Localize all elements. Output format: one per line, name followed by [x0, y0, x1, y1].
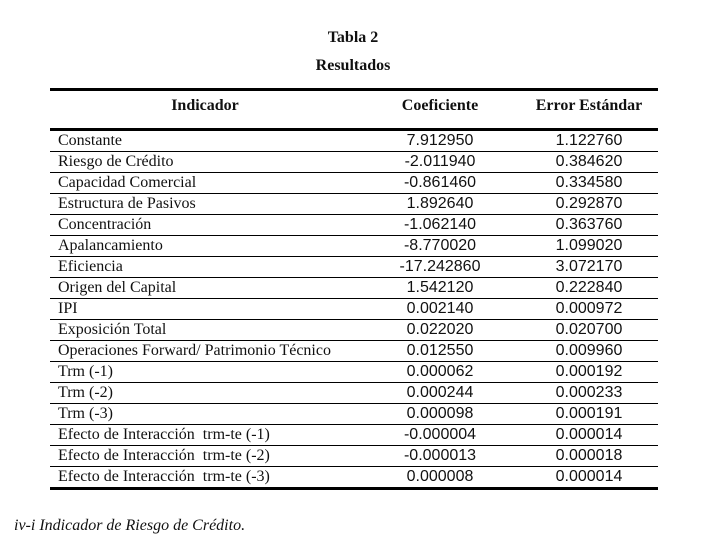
cell-indicador: Capacidad Comercial [50, 172, 360, 194]
cell-indicador: Apalancamiento [50, 235, 360, 257]
table-row: Riesgo de Crédito -2.011940 0.384620 [50, 151, 658, 173]
cell-indicador: Eficiencia [50, 256, 360, 278]
cell-error-estandar: 0.292870 [520, 193, 658, 215]
cell-error-estandar: 0.334580 [520, 172, 658, 194]
cell-error-estandar: 0.222840 [520, 277, 658, 299]
cell-indicador: Concentración [50, 214, 360, 236]
header-row: Indicador Coeficiente Error Estándar [50, 89, 658, 131]
table-row: IPI 0.002140 0.000972 [50, 298, 658, 320]
cell-coeficiente: 0.000098 [360, 403, 520, 425]
cell-coeficiente: 0.000008 [360, 466, 520, 490]
footnote: iv-i Indicador de Riesgo de Crédito. [14, 517, 246, 534]
table-row: Estructura de Pasivos 1.892640 0.292870 [50, 193, 658, 215]
cell-indicador: Efecto de Interacción trm-te (-3) [50, 466, 360, 490]
cell-error-estandar: 3.072170 [520, 256, 658, 278]
cell-error-estandar: 0.000014 [520, 424, 658, 446]
cell-error-estandar: 1.099020 [520, 235, 658, 257]
cell-indicador: Riesgo de Crédito [50, 151, 360, 173]
cell-coeficiente: -17.242860 [360, 256, 520, 278]
cell-indicador: Constante [50, 129, 360, 152]
cell-error-estandar: 0.009960 [520, 340, 658, 362]
cell-error-estandar: 0.000972 [520, 298, 658, 320]
column-header-error-estandar: Error Estándar [520, 89, 658, 131]
cell-indicador: Trm (-1) [50, 361, 360, 383]
table-row: Origen del Capital 1.542120 0.222840 [50, 277, 658, 299]
cell-error-estandar: 0.000233 [520, 382, 658, 404]
table-row: Eficiencia -17.242860 3.072170 [50, 256, 658, 278]
table-subtitle: Resultados [315, 57, 391, 74]
cell-indicador: Exposición Total [50, 319, 360, 341]
cell-coeficiente: 7.912950 [360, 129, 520, 152]
table-row: Efecto de Interacción trm-te (-2) -0.000… [50, 445, 658, 467]
cell-error-estandar: 0.000192 [520, 361, 658, 383]
cell-coeficiente: 0.002140 [360, 298, 520, 320]
cell-coeficiente: -2.011940 [360, 151, 520, 173]
table-row: Concentración -1.062140 0.363760 [50, 214, 658, 236]
cell-indicador: Efecto de Interacción trm-te (-1) [50, 424, 360, 446]
cell-indicador: IPI [50, 298, 360, 320]
cell-error-estandar: 0.020700 [520, 319, 658, 341]
table-title: Tabla 2 [327, 29, 379, 46]
cell-error-estandar: 0.384620 [520, 151, 658, 173]
table-row: Exposición Total 0.022020 0.020700 [50, 319, 658, 341]
cell-coeficiente: -0.000013 [360, 445, 520, 467]
column-header-indicador: Indicador [50, 89, 360, 131]
cell-coeficiente: 0.012550 [360, 340, 520, 362]
cell-coeficiente: 0.000062 [360, 361, 520, 383]
cell-error-estandar: 0.000191 [520, 403, 658, 425]
column-header-coeficiente: Coeficiente [360, 89, 520, 131]
cell-coeficiente: -1.062140 [360, 214, 520, 236]
cell-indicador: Estructura de Pasivos [50, 193, 360, 215]
table-row: Efecto de Interacción trm-te (-3) 0.0000… [50, 466, 658, 490]
table-row: Operaciones Forward/ Patrimonio Técnico … [50, 340, 658, 362]
cell-error-estandar: 0.000014 [520, 466, 658, 490]
cell-coeficiente: 0.000244 [360, 382, 520, 404]
cell-indicador: Efecto de Interacción trm-te (-2) [50, 445, 360, 467]
cell-indicador: Trm (-3) [50, 403, 360, 425]
cell-coeficiente: 0.022020 [360, 319, 520, 341]
cell-coeficiente: -0.000004 [360, 424, 520, 446]
cell-coeficiente: 1.542120 [360, 277, 520, 299]
table-row: Trm (-1) 0.000062 0.000192 [50, 361, 658, 383]
table-row: Apalancamiento -8.770020 1.099020 [50, 235, 658, 257]
cell-coeficiente: -8.770020 [360, 235, 520, 257]
table-row: Constante 7.912950 1.122760 [50, 129, 658, 152]
results-table: Indicador Coeficiente Error Estándar Con… [50, 88, 658, 490]
cell-error-estandar: 0.363760 [520, 214, 658, 236]
cell-indicador: Origen del Capital [50, 277, 360, 299]
cell-error-estandar: 1.122760 [520, 129, 658, 152]
cell-indicador: Trm (-2) [50, 382, 360, 404]
table-row: Trm (-2) 0.000244 0.000233 [50, 382, 658, 404]
cell-indicador: Operaciones Forward/ Patrimonio Técnico [50, 340, 360, 362]
table-row: Trm (-3) 0.000098 0.000191 [50, 403, 658, 425]
cell-coeficiente: 1.892640 [360, 193, 520, 215]
table-row: Efecto de Interacción trm-te (-1) -0.000… [50, 424, 658, 446]
table-row: Capacidad Comercial -0.861460 0.334580 [50, 172, 658, 194]
cell-error-estandar: 0.000018 [520, 445, 658, 467]
cell-coeficiente: -0.861460 [360, 172, 520, 194]
